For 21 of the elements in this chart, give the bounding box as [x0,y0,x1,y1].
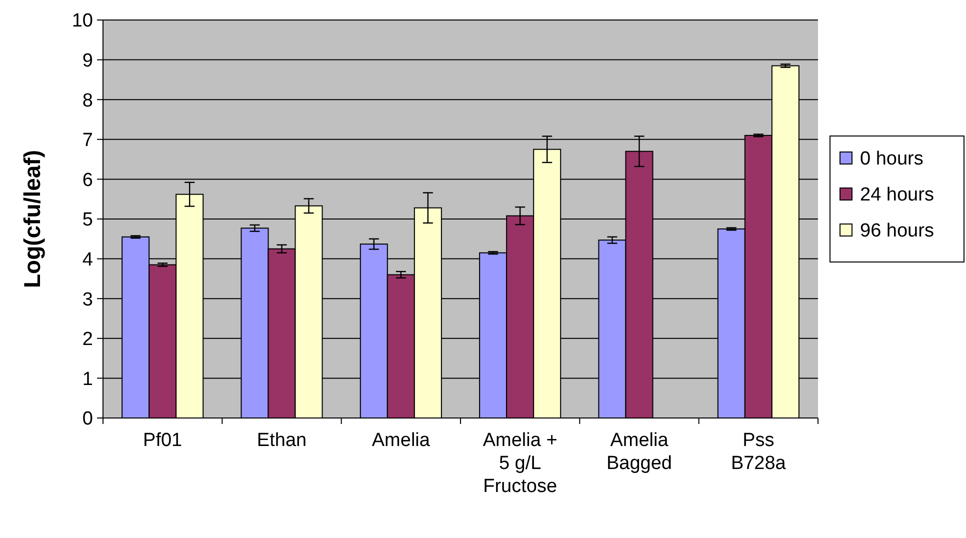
y-tick-label: 2 [82,329,93,350]
y-tick-label: 7 [82,130,93,152]
legend-label: 96 hours [860,220,934,242]
y-axis-title: Log(cfu/leaf) [19,150,45,288]
legend-label: 0 hours [860,148,924,170]
y-tick-label: 5 [82,210,93,231]
x-tick-label: Amelia [372,430,430,451]
y-tick-label: 8 [82,90,93,112]
y-tick-label: 0 [82,408,93,430]
x-tick-label: Amelia Bagged [606,430,672,474]
y-tick-label: 6 [82,170,93,191]
y-tick-label: 3 [82,289,93,310]
x-tick-label: Ethan [256,430,307,451]
y-tick-label: 4 [82,249,94,270]
legend-label: 24 hours [860,184,934,206]
y-tick-label: 9 [82,50,93,72]
x-tick-label: Pf01 [143,430,182,451]
y-tick-label: 1 [82,368,93,390]
x-tick-label: Amelia + 5 g/L Fructose [482,430,558,497]
x-tick-label: Pss B728a [730,430,786,474]
y-tick-label: 10 [72,10,93,32]
